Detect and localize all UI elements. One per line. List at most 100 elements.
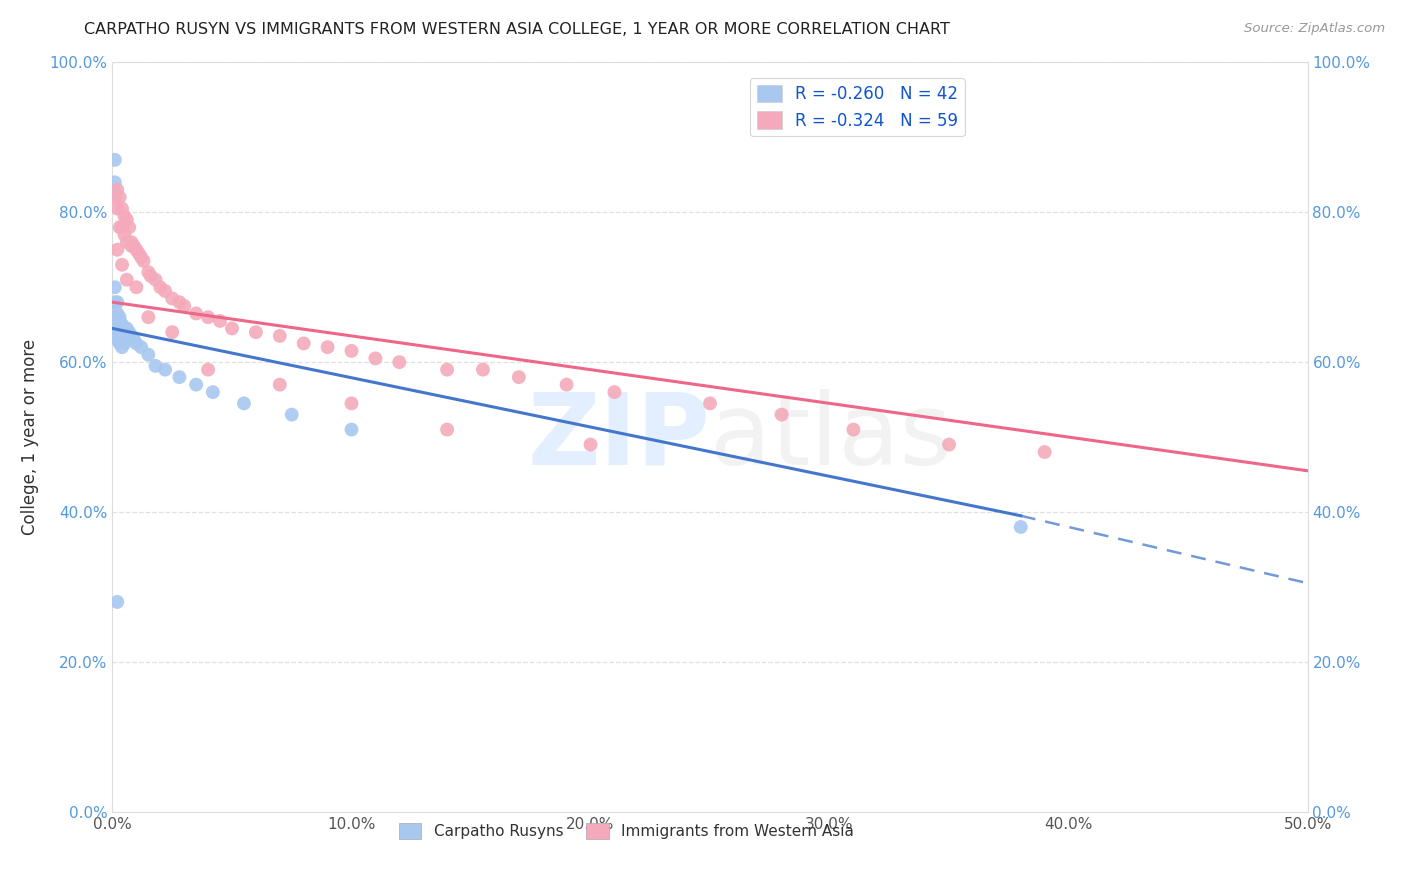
Point (132, 254, 155, 268)
Point (201, 385, 224, 400)
Point (340, 343, 363, 358)
Point (173, 299, 195, 313)
Point (105, 306, 128, 320)
Point (105, 333, 128, 347)
Point (388, 355, 411, 369)
Point (603, 385, 626, 400)
Point (125, 336, 148, 351)
Point (105, 243, 128, 257)
Point (149, 280, 172, 294)
Point (111, 258, 134, 272)
Point (114, 325, 135, 339)
Point (114, 209, 135, 223)
Point (111, 333, 134, 347)
Point (121, 235, 143, 250)
Point (169, 370, 191, 384)
Point (105, 295, 128, 310)
Point (104, 186, 127, 201)
Point (153, 284, 176, 298)
Y-axis label: College, 1 year or more: College, 1 year or more (21, 339, 38, 535)
Text: Source: ZipAtlas.com: Source: ZipAtlas.com (1244, 22, 1385, 36)
Point (108, 220, 131, 235)
Point (162, 325, 183, 339)
Point (115, 212, 138, 227)
Point (138, 310, 160, 325)
Point (121, 329, 143, 343)
Point (508, 370, 530, 384)
Point (186, 377, 208, 392)
Point (472, 362, 495, 376)
Point (111, 318, 134, 332)
Point (364, 351, 387, 366)
Point (104, 325, 127, 339)
Point (105, 595, 128, 609)
Point (269, 329, 291, 343)
Text: ZIP: ZIP (527, 389, 710, 485)
Point (197, 362, 219, 376)
Point (316, 340, 339, 354)
Point (108, 190, 131, 204)
Point (104, 190, 127, 204)
Point (104, 175, 127, 189)
Point (197, 310, 219, 325)
Legend: Carpatho Rusyns, Immigrants from Western Asia: Carpatho Rusyns, Immigrants from Western… (392, 817, 860, 846)
Point (129, 340, 152, 354)
Point (221, 321, 243, 335)
Point (340, 423, 363, 437)
Point (118, 325, 141, 339)
Point (233, 396, 256, 410)
Point (436, 362, 458, 376)
Point (115, 329, 138, 343)
Point (169, 295, 191, 310)
Point (145, 273, 167, 287)
Point (938, 437, 960, 451)
Point (269, 377, 291, 392)
Point (245, 325, 267, 339)
Point (122, 333, 145, 347)
Point (105, 318, 128, 332)
Point (138, 348, 160, 362)
Point (108, 329, 131, 343)
Point (122, 239, 145, 253)
Point (162, 292, 183, 306)
Point (555, 377, 578, 392)
Point (104, 153, 127, 167)
Point (153, 362, 176, 376)
Point (340, 396, 363, 410)
Point (105, 310, 128, 325)
Point (118, 220, 141, 235)
Point (129, 250, 152, 264)
Point (699, 396, 721, 410)
Point (104, 280, 127, 294)
Text: atlas: atlas (710, 389, 952, 485)
Point (209, 314, 232, 328)
Point (115, 235, 138, 250)
Point (111, 340, 134, 354)
Point (115, 273, 138, 287)
Point (108, 314, 131, 328)
Point (125, 280, 148, 294)
Text: CARPATHO RUSYN VS IMMIGRANTS FROM WESTERN ASIA COLLEGE, 1 YEAR OR MORE CORRELATI: CARPATHO RUSYN VS IMMIGRANTS FROM WESTER… (84, 22, 950, 37)
Point (108, 321, 131, 335)
Point (104, 295, 127, 310)
Point (114, 321, 135, 335)
Point (579, 437, 602, 451)
Point (139, 268, 162, 283)
Point (292, 336, 315, 351)
Point (108, 310, 131, 325)
Point (114, 336, 135, 351)
Point (842, 423, 865, 437)
Point (105, 325, 128, 339)
Point (145, 359, 167, 373)
Point (128, 246, 150, 260)
Point (281, 408, 304, 422)
Point (121, 239, 143, 253)
Point (138, 265, 160, 279)
Point (1033, 445, 1056, 459)
Point (105, 183, 128, 197)
Point (111, 202, 134, 216)
Point (436, 423, 458, 437)
Point (770, 408, 793, 422)
Point (1010, 520, 1032, 534)
Point (105, 202, 128, 216)
